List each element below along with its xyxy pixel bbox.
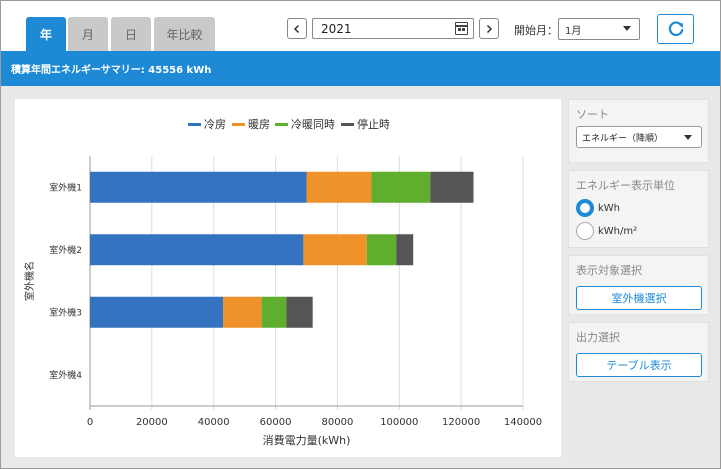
tab-month[interactable]: 月: [68, 17, 108, 51]
bar-segment: [303, 234, 367, 266]
x-tick-label: 100000: [380, 417, 418, 428]
chevron-left-icon: [293, 24, 300, 33]
tab-day[interactable]: 日: [111, 17, 151, 51]
tab-year[interactable]: 年: [26, 17, 66, 51]
tab-year-compare[interactable]: 年比較: [154, 17, 215, 51]
bar-segment: [222, 296, 262, 328]
start-month-value: 1月: [565, 25, 582, 37]
energy-summary-banner: 積算年間エネルギーサマリー: 45556 kWh: [1, 51, 720, 86]
energy-unit-panel: エネルギー表示単位 kWh kWh/m²: [568, 170, 709, 248]
unit-option-label: kWh/m²: [598, 225, 638, 237]
chevron-right-icon: [486, 24, 493, 33]
target-select-title: 表示対象選択: [576, 264, 642, 277]
y-category-label: 室外機3: [49, 306, 82, 318]
target-select-panel: 表示対象選択 室外機選択: [568, 255, 709, 315]
year-value: 2021: [321, 21, 352, 36]
table-view-button[interactable]: テーブル表示: [576, 353, 702, 377]
x-tick-label: 80000: [322, 417, 354, 428]
radio-selected-icon[interactable]: [576, 199, 594, 217]
caret-down-icon: [684, 135, 692, 140]
bar-segment: [396, 234, 414, 266]
sort-panel: ソート エネルギー（降順）: [568, 99, 709, 163]
bar-segment: [371, 171, 431, 203]
start-month-label: 開始月：: [514, 24, 558, 37]
sort-select[interactable]: エネルギー（降順）: [576, 126, 702, 148]
start-month-select[interactable]: 1月: [558, 18, 640, 40]
sort-value: エネルギー（降順）: [582, 133, 664, 144]
unit-option-kwh-per-m2[interactable]: kWh/m²: [576, 222, 637, 240]
stacked-bar-chart: 0 20000 40000 60000 80000 100000 120000 140000 室…: [23, 117, 542, 447]
legend-label: 暖房: [248, 118, 270, 131]
next-year-button[interactable]: [479, 18, 499, 39]
output-select-title: 出力選択: [576, 331, 620, 344]
bar-segment: [90, 296, 223, 328]
x-axis-title: 消費電力量(kWh): [263, 433, 351, 447]
legend-swatch: [275, 123, 288, 126]
bar-segment: [286, 296, 313, 328]
y-axis-title: 室外機名: [23, 261, 36, 301]
x-tick-label: 120000: [442, 417, 480, 428]
outdoor-unit-select-button[interactable]: 室外機選択: [576, 286, 702, 310]
calendar-icon[interactable]: [455, 22, 468, 35]
x-tick-label: 140000: [504, 417, 542, 428]
x-tick-label: 60000: [260, 417, 292, 428]
bar-segment: [430, 171, 474, 203]
legend-swatch: [232, 123, 245, 126]
bar-segment: [366, 234, 397, 266]
caret-down-icon: [623, 26, 631, 31]
y-category-label: 室外機4: [49, 369, 82, 381]
sort-title: ソート: [576, 108, 609, 121]
unit-option-kwh[interactable]: kWh: [576, 199, 620, 217]
x-tick-label: 40000: [198, 417, 230, 428]
energy-unit-title: エネルギー表示単位: [576, 179, 675, 192]
legend-swatch: [341, 123, 354, 126]
legend-label: 冷房: [204, 118, 226, 131]
prev-year-button[interactable]: [287, 18, 307, 39]
x-tick-label: 20000: [136, 417, 168, 428]
unit-option-label: kWh: [598, 202, 621, 214]
x-tick-label: 0: [87, 417, 93, 428]
bar-segment: [90, 234, 304, 266]
refresh-button[interactable]: [657, 14, 694, 44]
legend-swatch: [188, 123, 201, 126]
bar-segment: [90, 171, 307, 203]
output-select-panel: 出力選択 テーブル表示: [568, 322, 709, 382]
refresh-icon: [668, 21, 683, 37]
chart-panel: 0 20000 40000 60000 80000 100000 120000 140000 室…: [15, 99, 561, 457]
year-input[interactable]: 2021: [312, 18, 474, 39]
energy-summary-text: 積算年間エネルギーサマリー: 45556 kWh: [11, 65, 212, 76]
bar-segment: [306, 171, 372, 203]
legend-label: 冷暖同時: [291, 118, 335, 131]
bar-segment: [261, 296, 287, 328]
y-category-label: 室外機1: [49, 181, 82, 193]
legend-label: 停止時: [357, 117, 390, 131]
y-category-label: 室外機2: [49, 244, 82, 256]
top-toolbar: 年 月 日 年比較 2021 開始月： 1月: [1, 1, 720, 51]
radio-unselected-icon[interactable]: [576, 222, 594, 240]
